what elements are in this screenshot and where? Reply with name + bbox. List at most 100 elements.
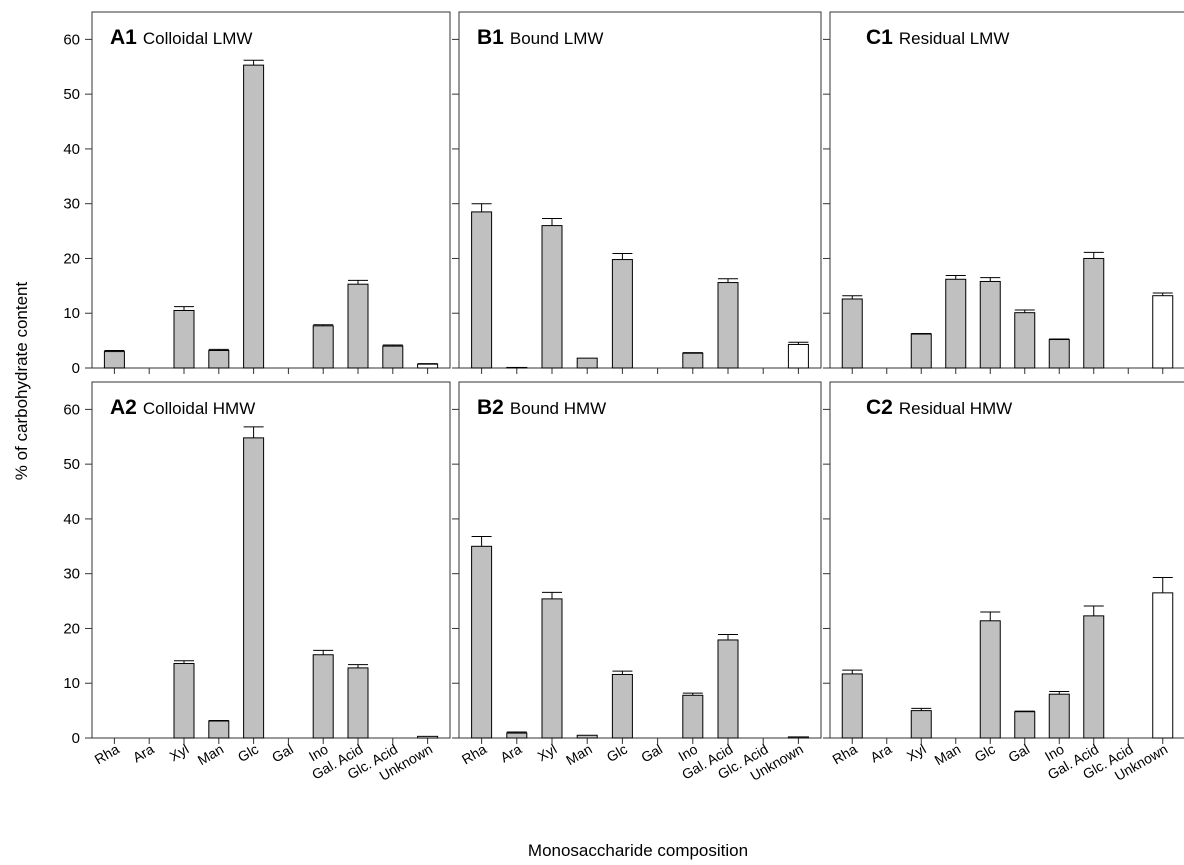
panel-id: C2 <box>866 396 893 419</box>
x-tick-label: Man <box>932 741 964 768</box>
y-tick-label: 10 <box>63 305 80 322</box>
bar-man <box>945 278 967 369</box>
bar-unknown <box>417 363 439 369</box>
x-tick-label: Man <box>563 741 595 768</box>
y-tick-label: 50 <box>63 456 80 473</box>
y-tick-label: 30 <box>63 196 80 213</box>
y-tick-label: 40 <box>63 511 80 528</box>
bar-xyl <box>541 598 563 739</box>
bar-gal <box>1014 312 1036 369</box>
panel-a1: 0 10 20 30 40 50 60 A1 Colloidal LMW <box>63 11 451 377</box>
bar-unknown <box>1152 592 1174 739</box>
panel-title: A1 Colloidal LMW <box>110 26 252 49</box>
x-tick-label: Xyl <box>167 741 192 765</box>
bar-glc <box>243 437 265 739</box>
plot-frame <box>91 381 451 739</box>
x-tick-label: Man <box>195 741 227 768</box>
y-tick-label: 60 <box>63 401 80 418</box>
x-tick-label: Ara <box>867 741 894 766</box>
bar-glc <box>979 280 1001 369</box>
bar-gal-acid <box>1083 615 1105 739</box>
bar-glc <box>611 673 633 739</box>
panel-title: C2 Residual HMW <box>866 396 1012 419</box>
plot-frame <box>829 11 1184 369</box>
x-tick-label: Rha <box>92 741 122 768</box>
bar-rha <box>841 298 863 369</box>
x-tick-label: Glc <box>235 741 261 765</box>
bar-gal-acid <box>717 639 739 739</box>
bar-man <box>208 720 230 739</box>
x-tick-label: Rha <box>459 741 489 768</box>
x-tick-label: Xyl <box>535 741 560 765</box>
plot-frame <box>458 11 822 369</box>
bar-xyl <box>173 309 195 369</box>
panel-title-text: Colloidal LMW <box>143 29 253 48</box>
bar-gal-acid <box>347 667 369 739</box>
bar-glc <box>979 620 1001 739</box>
bar-unknown <box>1152 295 1174 369</box>
bar-glc-acid <box>382 345 404 369</box>
panel-c1: C1 Residual LMW <box>823 11 1184 374</box>
bar-ino <box>1048 339 1070 369</box>
y-tick-label: 50 <box>63 86 80 103</box>
y-tick-label: 40 <box>63 141 80 158</box>
y-tick-label: 20 <box>63 620 80 637</box>
x-tick-label: Glc <box>604 741 630 765</box>
bar-glc <box>243 64 265 369</box>
panel-id: A1 <box>110 26 137 49</box>
bar-rha <box>841 673 863 739</box>
bar-xyl <box>910 710 932 739</box>
plot-frame <box>829 381 1184 739</box>
x-axis-title: Monosaccharide composition <box>528 841 748 860</box>
bar-gal-acid <box>347 283 369 369</box>
y-tick-label: 30 <box>63 566 80 583</box>
y-tick-label: 60 <box>63 31 80 48</box>
bar-rha <box>103 351 125 369</box>
bar-xyl <box>541 225 563 369</box>
y-tick-label: 0 <box>72 730 80 747</box>
bar-rha <box>471 211 493 369</box>
x-tick-label: Rha <box>830 741 860 768</box>
bar-rha <box>471 545 493 739</box>
x-tick-label: Ara <box>497 741 524 766</box>
bar-ara <box>506 366 528 369</box>
panel-id: C1 <box>866 26 893 49</box>
x-tick-label: Ara <box>130 741 157 766</box>
bar-ino <box>1048 693 1070 739</box>
x-tick-label: Gal <box>1005 741 1032 766</box>
x-tick-label: Xyl <box>904 741 929 765</box>
panel-id: B1 <box>477 26 504 49</box>
bar-ara <box>506 732 528 739</box>
bar-unknown <box>417 735 439 739</box>
bar-man <box>208 349 230 369</box>
panel-title-text: Bound LMW <box>510 29 604 48</box>
x-tick-label: Gal <box>269 741 296 766</box>
x-tick-label: Glc <box>972 741 998 765</box>
panel-title: A2 Colloidal HMW <box>110 396 255 419</box>
bar-gal-acid <box>1083 257 1105 369</box>
plot-frame <box>91 11 451 369</box>
panel-id: A2 <box>110 396 137 419</box>
panel-title-text: Bound HMW <box>510 399 606 418</box>
bar-gal <box>1014 711 1036 739</box>
bar-xyl <box>910 333 932 369</box>
y-axis-title: % of carbohydrate content <box>12 282 31 481</box>
bar-glc <box>611 259 633 369</box>
panel-title: C1 Residual LMW <box>866 26 1009 49</box>
bar-unknown <box>787 736 809 739</box>
bar-man <box>576 357 598 369</box>
bar-gal-acid <box>717 282 739 369</box>
bar-man <box>576 734 598 739</box>
panel-b1: B1 Bound LMW <box>452 11 822 374</box>
bar-unknown <box>787 343 809 369</box>
bar-ino <box>312 325 334 369</box>
panel-title-text: Residual LMW <box>899 29 1010 48</box>
x-tick-label: Gal <box>638 741 665 766</box>
bar-ino <box>312 654 334 739</box>
panel-title: B1 Bound LMW <box>477 26 603 49</box>
panel-title-text: Colloidal HMW <box>143 399 255 418</box>
panel-title-text: Residual HMW <box>899 399 1012 418</box>
